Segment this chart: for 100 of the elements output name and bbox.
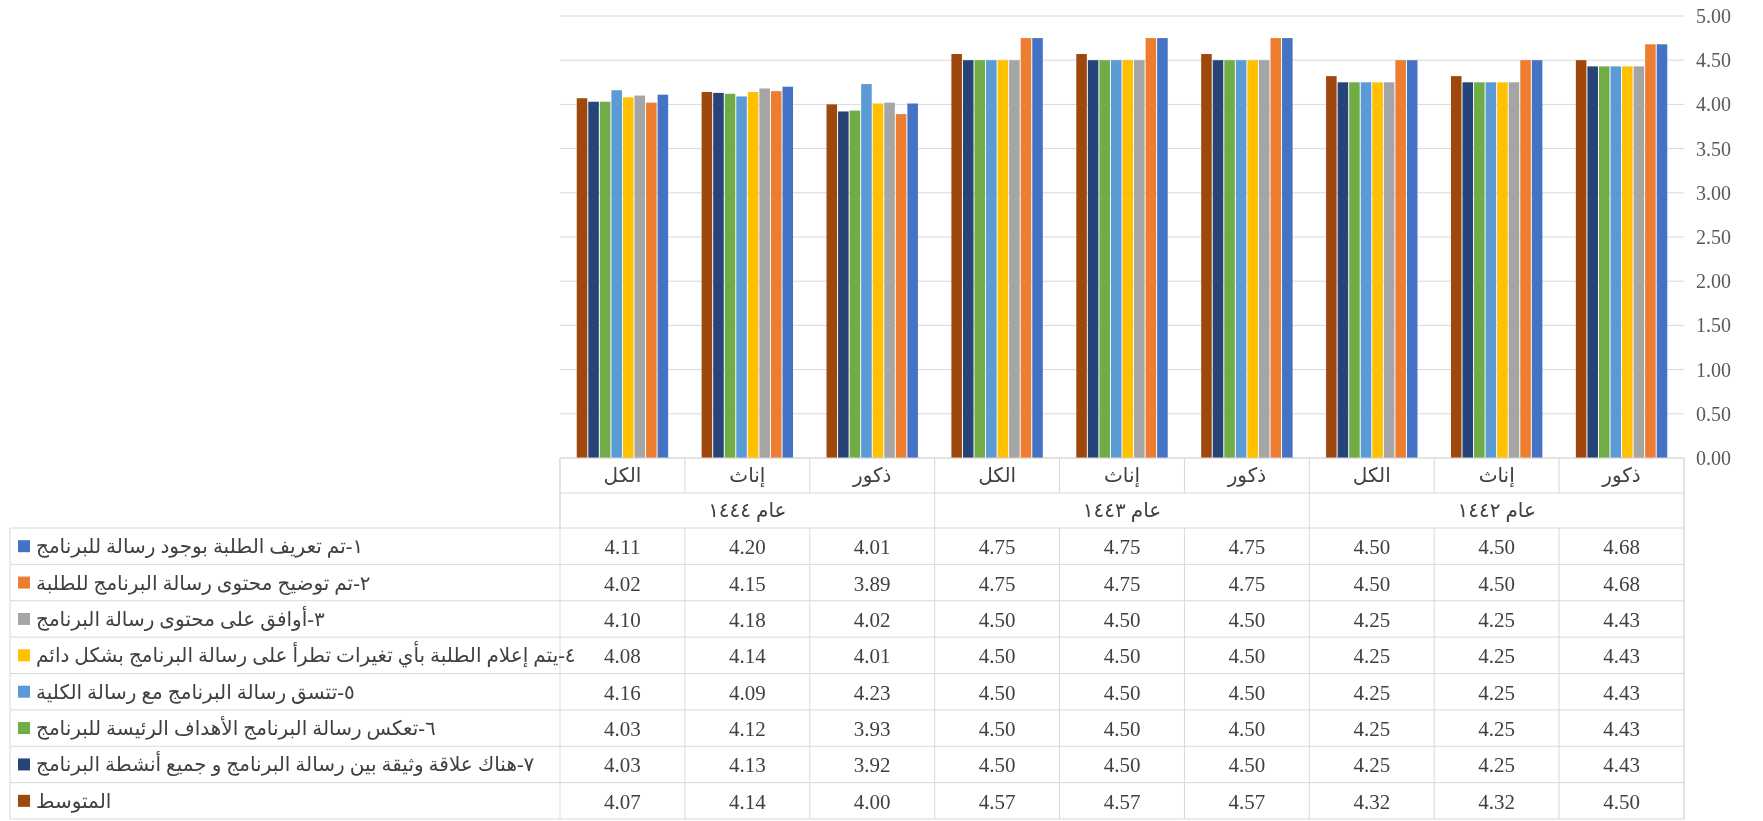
bar <box>1462 82 1474 458</box>
bar <box>599 101 611 458</box>
bar <box>1622 66 1633 458</box>
bar <box>1598 66 1610 458</box>
bar <box>1520 60 1531 458</box>
data-label: 4.50 <box>1228 680 1266 705</box>
data-label: 4.09 <box>728 680 766 705</box>
x-tick-label: الكل <box>603 464 642 486</box>
x-tick-label: الكل <box>978 464 1017 486</box>
data-label: 4.03 <box>604 717 641 742</box>
data-label: 4.50 <box>978 717 1016 742</box>
x-tick-label: ذكور <box>1601 464 1641 487</box>
bar <box>782 86 794 458</box>
data-label: 4.50 <box>1478 535 1516 560</box>
data-label: 4.50 <box>1603 789 1640 814</box>
y-tick-label: 2.00 <box>1696 270 1731 293</box>
data-label: 4.14 <box>728 644 767 669</box>
data-label: 4.43 <box>1603 607 1640 632</box>
data-label: 4.18 <box>728 607 766 632</box>
bar <box>1383 82 1395 458</box>
bar <box>1110 60 1122 458</box>
bar <box>1270 38 1282 458</box>
data-label: 4.43 <box>1603 680 1640 705</box>
bar <box>1224 60 1235 458</box>
data-label: 4.25 <box>1353 607 1391 632</box>
x-tick-label: إناث <box>1103 464 1141 488</box>
data-label: 4.50 <box>1103 680 1141 705</box>
bar <box>1145 38 1157 458</box>
legend-label: ٣-أوافق على محتوى رسالة البرنامج <box>36 605 325 631</box>
bar <box>1076 54 1087 458</box>
y-tick-label: 0.00 <box>1696 447 1731 469</box>
bar <box>759 88 770 458</box>
bar <box>1497 82 1508 458</box>
data-label: 4.25 <box>1478 644 1516 669</box>
bar <box>1122 60 1134 458</box>
data-label: 4.50 <box>1353 535 1391 560</box>
y-tick-label: 4.00 <box>1696 93 1731 116</box>
data-label: 4.25 <box>1353 717 1391 742</box>
bar <box>1395 60 1406 458</box>
data-label: 4.68 <box>1603 535 1640 560</box>
y-tick-label: 4.50 <box>1696 49 1731 72</box>
data-label: 4.75 <box>1103 571 1141 596</box>
data-label: 4.32 <box>1478 789 1516 814</box>
data-label: 4.50 <box>978 680 1016 705</box>
y-tick-label: 5.00 <box>1696 5 1731 27</box>
bar <box>1656 44 1668 458</box>
x-tick-label: ذكور <box>1226 464 1267 487</box>
y-tick-label: 2.50 <box>1696 226 1731 248</box>
data-label: 4.43 <box>1603 644 1640 669</box>
data-label: 4.13 <box>728 753 766 778</box>
bar <box>1610 66 1622 458</box>
bar <box>1450 76 1462 458</box>
bar <box>1247 60 1258 458</box>
bar <box>588 101 599 458</box>
x-tick-label: إناث <box>729 464 766 488</box>
bar <box>1235 60 1247 458</box>
data-label: 4.25 <box>1478 717 1516 742</box>
bar <box>611 90 622 458</box>
data-label: 4.50 <box>1103 753 1141 778</box>
data-label: 4.75 <box>1228 535 1266 560</box>
data-label: 4.50 <box>1228 644 1266 669</box>
data-label: 4.75 <box>978 571 1016 596</box>
data-label: 4.25 <box>1478 753 1516 778</box>
data-label: 4.43 <box>1603 717 1640 742</box>
data-label: 4.32 <box>1353 789 1391 814</box>
data-label: 4.12 <box>728 717 766 742</box>
bar <box>1212 60 1224 458</box>
text: عام ١٤٤٢ <box>1457 499 1536 522</box>
data-label: 4.50 <box>1228 753 1266 778</box>
bar <box>1474 82 1485 458</box>
bar <box>861 84 872 458</box>
bar <box>713 92 724 458</box>
bar <box>1508 82 1520 458</box>
bar <box>1485 82 1497 458</box>
bar <box>747 92 759 458</box>
data-label: 4.02 <box>604 571 641 596</box>
bar <box>1633 66 1645 458</box>
bar <box>724 93 736 458</box>
bar <box>907 103 918 458</box>
bar <box>1099 60 1110 458</box>
legend-label: ٤-يتم إعلام الطلبة بأي تغيرات تطرأ على رسالة البرنامج بشكل دائم <box>36 641 576 669</box>
data-label: 4.14 <box>728 789 767 814</box>
data-label: 3.93 <box>853 717 891 742</box>
x-tick-label: إناث <box>1478 464 1515 488</box>
data-label: 4.25 <box>1353 644 1391 669</box>
data-label: 4.75 <box>1228 571 1266 596</box>
data-label: 4.23 <box>853 680 891 705</box>
bar <box>849 110 861 458</box>
data-label: 4.50 <box>978 644 1016 669</box>
data-label: 4.10 <box>604 607 641 632</box>
x-tick-label: ذكور <box>852 464 892 487</box>
data-label: 4.11 <box>604 535 641 560</box>
bar <box>1587 66 1598 458</box>
data-label: 4.75 <box>978 535 1016 560</box>
data-label: 4.01 <box>853 644 891 669</box>
bar <box>701 92 713 458</box>
text: عام ١٤٤٤ <box>708 499 787 522</box>
y-tick-label: 0.50 <box>1696 402 1731 425</box>
bar <box>1349 82 1360 458</box>
bar <box>951 54 962 458</box>
